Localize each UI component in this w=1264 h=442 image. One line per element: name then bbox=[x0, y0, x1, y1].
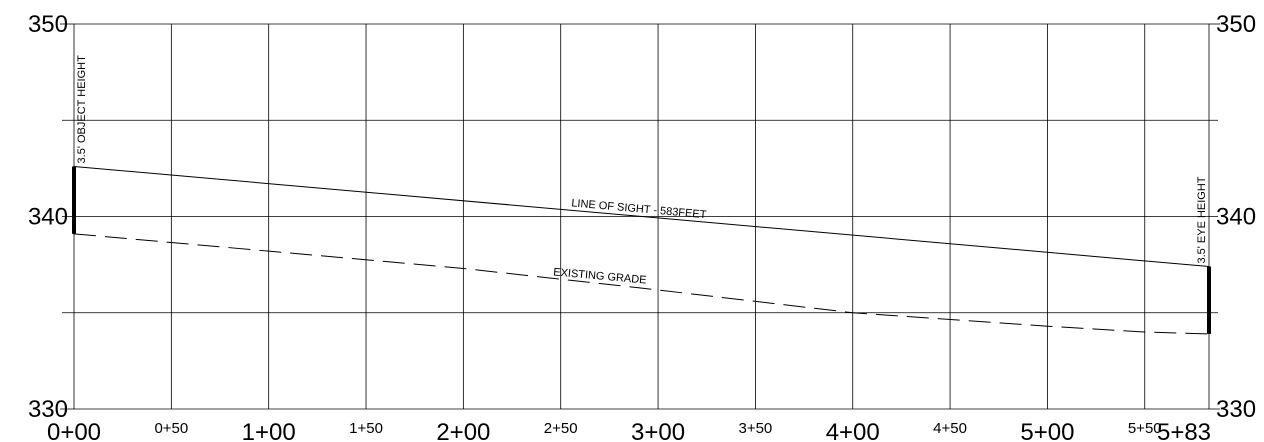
labels: 0+00 0+50 1+00 1+50 2+00 2+50 3+00 3+50 4+00 4+50… bbox=[28, 11, 1256, 442]
eye-height-label: 3.5' EYE HEIGHT bbox=[1196, 176, 1208, 263]
elevation-label-right: 340 bbox=[1216, 204, 1256, 231]
x-tick-label: 5+50 bbox=[1128, 420, 1162, 437]
x-tick-label: 2+50 bbox=[544, 420, 578, 437]
x-tick-label: 1+50 bbox=[349, 420, 383, 437]
x-tick-label: 5+00 bbox=[1020, 419, 1074, 442]
x-tick-label: 3+50 bbox=[738, 420, 772, 437]
x-tick-label: 5+83 bbox=[1157, 419, 1211, 442]
elevation-label-right: 350 bbox=[1216, 11, 1256, 38]
x-tick-label: 4+00 bbox=[826, 419, 880, 442]
height-markers bbox=[72, 166, 1211, 334]
x-tick-label: 2+00 bbox=[436, 419, 490, 442]
line-of-sight-label: LINE OF SIGHT - 583FEET bbox=[571, 197, 707, 221]
line-of-sight bbox=[73, 165, 1210, 268]
elevation-label-left: 350 bbox=[28, 11, 68, 38]
x-tick-label: 4+50 bbox=[933, 420, 967, 437]
existing-grade bbox=[73, 233, 1210, 335]
elevation-label-left: 330 bbox=[28, 396, 68, 423]
object-height-label: 3.5' OBJECT HEIGHT bbox=[76, 55, 88, 164]
x-tick-label: 0+50 bbox=[154, 420, 188, 437]
elevation-label-right: 330 bbox=[1216, 396, 1256, 423]
elevation-label-left: 340 bbox=[28, 204, 68, 231]
x-tick-label: 1+00 bbox=[242, 419, 296, 442]
x-tick-label: 0+00 bbox=[47, 419, 101, 442]
x-tick-label: 3+00 bbox=[631, 419, 685, 442]
profile-lines bbox=[73, 165, 1210, 335]
